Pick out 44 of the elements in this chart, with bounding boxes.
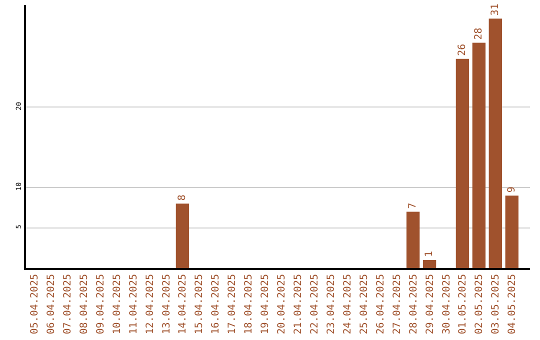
- data-label: 26: [456, 44, 468, 56]
- x-tick-label: 18.04.2025: [244, 274, 255, 334]
- x-tick-label: 23.04.2025: [326, 274, 337, 334]
- x-tick-label: 20.04.2025: [276, 274, 288, 334]
- x-tick-label: 17.04.2025: [227, 274, 238, 334]
- x-tick-label: 22.04.2025: [309, 274, 320, 334]
- x-tick-label: 24.04.2025: [342, 274, 354, 334]
- x-tick-label: 08.04.2025: [78, 274, 90, 334]
- x-tick-label: 19.04.2025: [260, 274, 272, 334]
- bar: [456, 58, 470, 268]
- x-tick-label: 05.04.2025: [29, 274, 40, 334]
- x-tick-label: 21.04.2025: [293, 274, 304, 334]
- x-tick-label: 09.04.2025: [95, 274, 106, 334]
- bar: [488, 18, 502, 268]
- data-label: 1: [424, 250, 436, 257]
- x-tick-label: 12.04.2025: [144, 274, 156, 334]
- x-tick-label: 02.05.2025: [474, 274, 486, 334]
- x-tick-label: 10.04.2025: [112, 274, 123, 334]
- x-tick-label: 15.04.2025: [194, 274, 206, 334]
- x-tick-label: 30.04.2025: [441, 274, 452, 334]
- x-tick-label: 11.04.2025: [128, 274, 140, 334]
- x-tick-label: 28.04.2025: [408, 274, 420, 334]
- bar: [406, 212, 420, 268]
- bar: [472, 42, 486, 268]
- x-tick-label: 13.04.2025: [161, 274, 172, 334]
- x-tick-label: 06.04.2025: [46, 274, 57, 334]
- bar: [176, 204, 190, 268]
- data-label: 9: [506, 186, 518, 193]
- x-tick-label: 25.04.2025: [358, 274, 370, 334]
- data-label: 31: [490, 4, 501, 16]
- data-label: 28: [473, 28, 484, 40]
- x-tick-label: 27.04.2025: [392, 274, 403, 334]
- x-tick-label: 26.04.2025: [375, 274, 386, 334]
- bar: [505, 196, 518, 268]
- data-label: 7: [408, 202, 419, 209]
- x-tick-label: 14.04.2025: [178, 274, 189, 334]
- x-tick-label: 04.05.2025: [507, 274, 518, 334]
- bar: [422, 260, 436, 268]
- x-tick-label: 07.04.2025: [62, 274, 74, 334]
- x-tick-label: 29.04.2025: [424, 274, 436, 334]
- data-label: 8: [176, 194, 188, 201]
- x-tick-label: 01.05.2025: [458, 274, 469, 334]
- x-tick-label: 16.04.2025: [210, 274, 222, 334]
- x-tick-label: 03.05.2025: [490, 274, 502, 334]
